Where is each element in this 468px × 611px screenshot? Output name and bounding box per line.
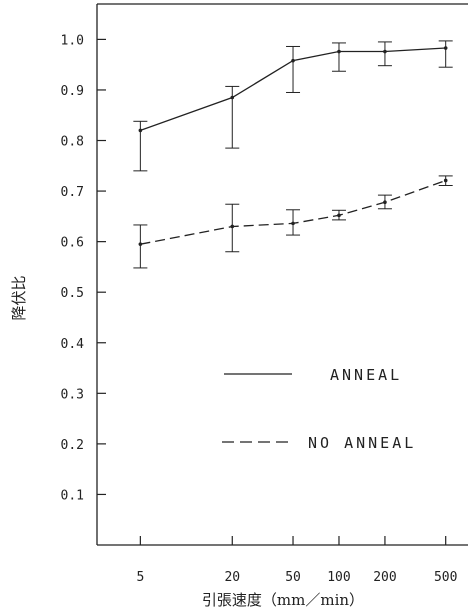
data-point (138, 242, 143, 246)
y-tick-label: 0.3 (61, 387, 84, 402)
y-tick-label: 0.4 (61, 337, 85, 352)
data-point (291, 58, 295, 63)
y-axis-title: 降伏比 (10, 275, 28, 320)
data-point (291, 221, 295, 226)
data-point (230, 224, 235, 229)
data-point (230, 95, 235, 100)
x-tick-label: 20 (224, 570, 240, 585)
y-tick-label: 0.2 (61, 438, 84, 453)
legend-no-anneal-label: NO ANNEAL (308, 434, 416, 452)
x-tick-label: 500 (434, 570, 457, 585)
data-point (443, 46, 448, 50)
y-tick-label: 0.5 (61, 286, 84, 301)
x-tick-label: 5 (136, 570, 144, 585)
data-point (443, 178, 448, 183)
data-point (383, 49, 387, 54)
x-tick-label: 50 (285, 570, 301, 585)
data-point (138, 128, 143, 133)
series-layer (133, 40, 453, 269)
data-point (337, 49, 341, 54)
series-line-1 (140, 179, 446, 245)
y-tick-label: 0.9 (61, 84, 84, 99)
data-point (383, 200, 387, 204)
y-ticks: 0.1 0.2 0.3 0.4 0.5 0.6 0.7 0.8 0.9 1.0 (61, 33, 106, 503)
legend: ANNEAL NO ANNEAL (222, 366, 416, 452)
y-tick-label: 0.1 (61, 488, 84, 503)
data-point (337, 213, 341, 218)
y-tick-label: 1.0 (61, 33, 84, 48)
legend-anneal-label: ANNEAL (330, 366, 402, 384)
x-tick-label: 200 (373, 570, 396, 585)
series-line-0 (140, 47, 446, 132)
x-axis-title: 引張速度（mm／min） (202, 591, 364, 609)
y-tick-label: 0.7 (61, 185, 84, 200)
y-tick-label: 0.8 (61, 135, 84, 150)
x-ticks: 5 20 50 100 200 500 (136, 536, 457, 585)
y-tick-label: 0.6 (61, 236, 84, 251)
x-tick-label: 100 (327, 570, 350, 585)
